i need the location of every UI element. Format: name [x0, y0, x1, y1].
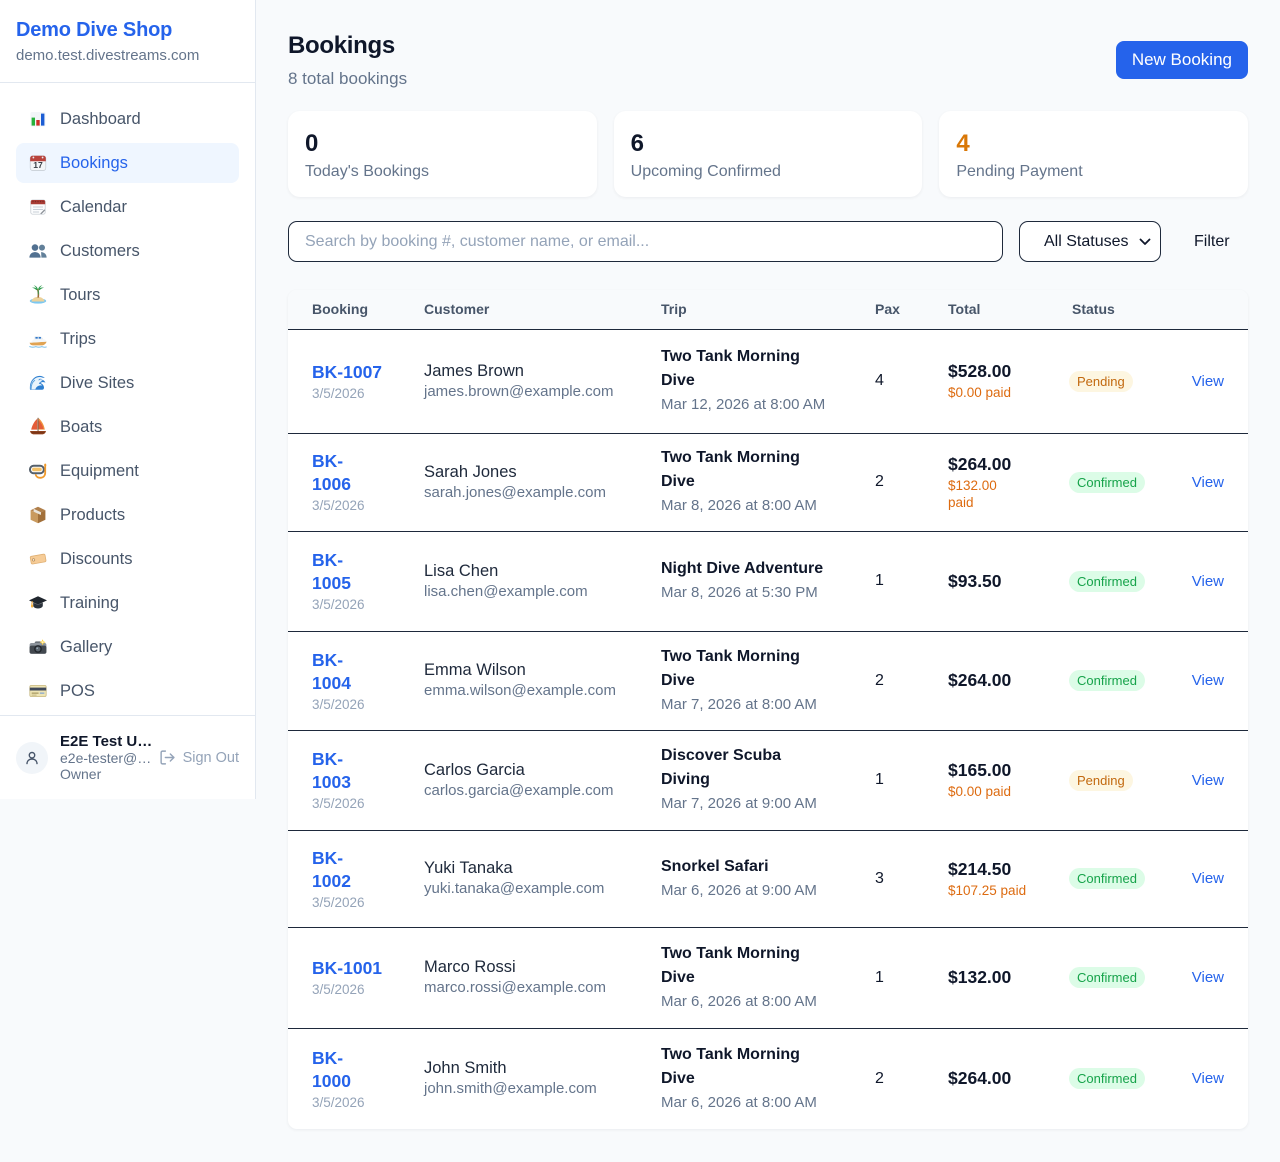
svg-text:17: 17 [33, 160, 43, 170]
